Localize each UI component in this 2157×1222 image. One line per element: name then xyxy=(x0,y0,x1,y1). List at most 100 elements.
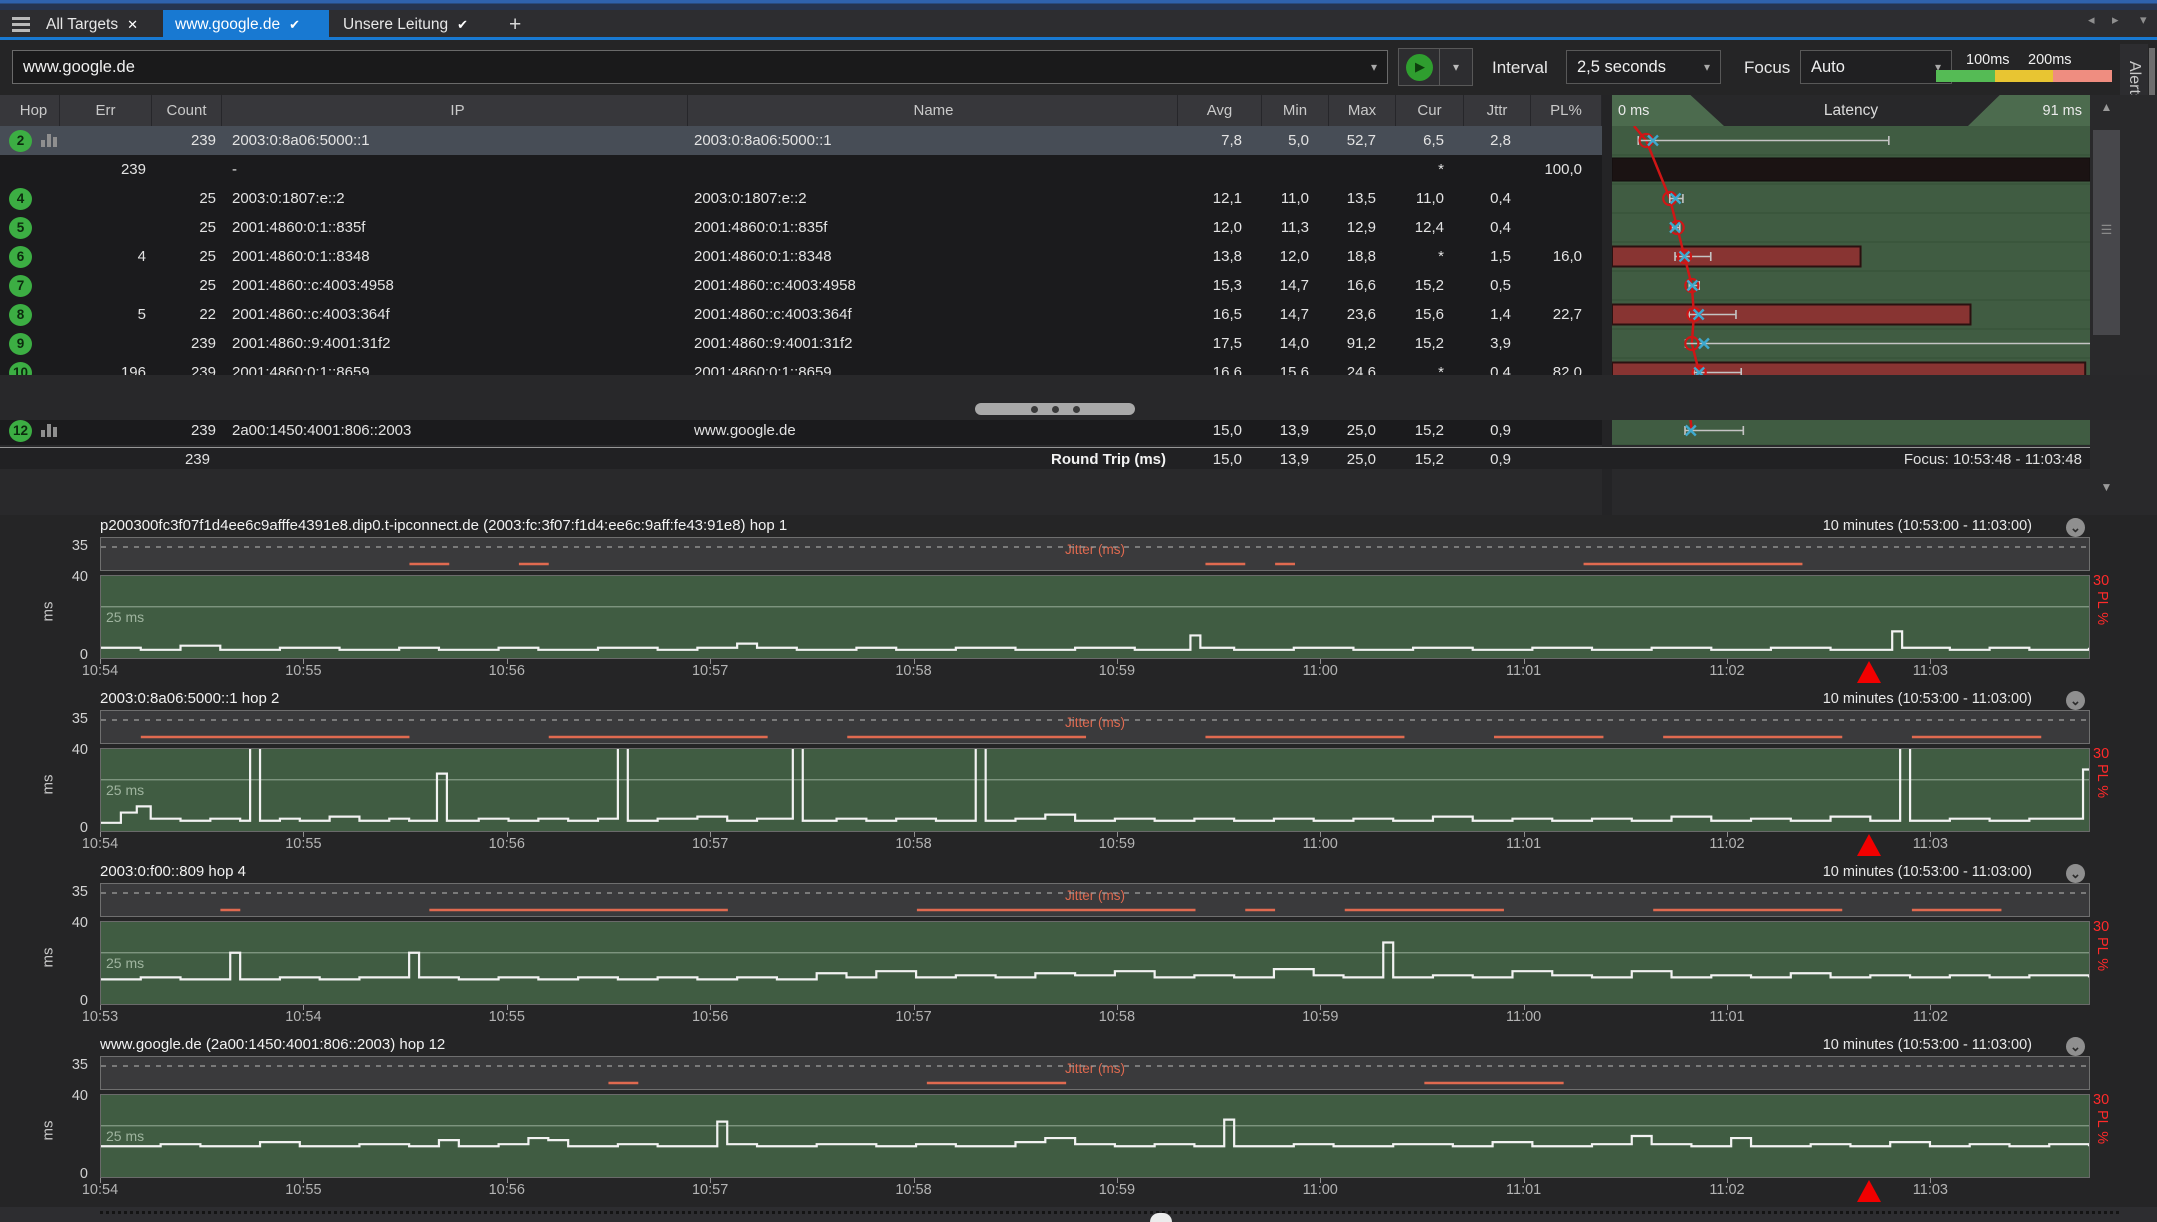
alert-triangle-icon[interactable] xyxy=(1857,1180,1881,1202)
x-tick-label: 11:01 xyxy=(1506,663,1541,679)
cell-ip: 2001:4860:0:1::8348 xyxy=(228,242,688,271)
table-row-hop-loss[interactable]: 239-*100,0 xyxy=(0,155,1602,184)
x-tick-label: 11:02 xyxy=(1913,1009,1948,1025)
column-header-name[interactable]: Name xyxy=(690,95,1178,126)
interval-select[interactable]: 2,5 seconds ▾ xyxy=(1566,50,1721,84)
column-header-ip[interactable]: IP xyxy=(228,95,688,126)
table-header: HopErrCountIPNameAvgMinMaxCurJttrPL% xyxy=(0,95,1602,126)
hop-number-badge: 6 xyxy=(9,246,32,268)
packet-loss-axis-label: PL % xyxy=(2094,591,2110,625)
tab-list-icon[interactable]: ▾ xyxy=(2140,12,2147,28)
latency-timeline-panel[interactable] xyxy=(100,575,2090,659)
cell-ip: 2001:4860:0:1::835f xyxy=(228,213,688,242)
timeline-section-4[interactable]: www.google.de (2a00:1450:4001:806::2003)… xyxy=(0,1034,2157,1207)
menu-icon[interactable] xyxy=(12,17,30,32)
jitter-panel[interactable]: Jitter (ms) xyxy=(100,883,2090,917)
collapse-chevron-icon[interactable]: ⌄ xyxy=(2066,1037,2085,1056)
scrollbar-handle[interactable]: ☰ xyxy=(2093,130,2120,335)
x-tick-label: 11:02 xyxy=(1709,1182,1744,1198)
column-header-cur[interactable]: Cur xyxy=(1396,95,1464,126)
chevron-down-icon[interactable]: ▾ xyxy=(1371,60,1377,74)
timeline-section-1[interactable]: p200300fc3f07f1d4ee6c9afffe4391e8.dip0.t… xyxy=(0,515,2157,688)
hop-number-badge: 5 xyxy=(9,217,32,239)
x-tick-label: 11:00 xyxy=(1303,1182,1338,1198)
tab-scroll-left-icon[interactable]: ◂ xyxy=(2088,12,2095,28)
column-header-err[interactable]: Err xyxy=(60,95,152,126)
table-row-hop-4[interactable]: 4252003:0:1807:e::22003:0:1807:e::212,11… xyxy=(0,184,1602,213)
table-row-hop-5[interactable]: 5252001:4860:0:1::835f2001:4860:0:1::835… xyxy=(0,213,1602,242)
alert-triangle-icon[interactable] xyxy=(1857,834,1881,856)
jitter-panel[interactable]: Jitter (ms) xyxy=(100,537,2090,571)
cell-min: 13,9 xyxy=(1262,416,1319,445)
graph-pager-handle[interactable] xyxy=(975,403,1135,415)
scroll-down-icon[interactable]: ▼ xyxy=(2090,480,2123,494)
hop-number-badge: 9 xyxy=(9,333,32,355)
timeline-section-3[interactable]: 2003:0:f00::809 hop 410 minutes (10:53:0… xyxy=(0,861,2157,1034)
collapse-chevron-icon[interactable]: ⌄ xyxy=(2066,864,2085,883)
latency-color-legend xyxy=(1936,70,2112,82)
summary-avg: 15,0 xyxy=(1178,448,1252,470)
cell-max: 25,0 xyxy=(1329,416,1386,445)
column-header-max[interactable]: Max xyxy=(1329,95,1396,126)
latency-timeline-panel[interactable] xyxy=(100,748,2090,832)
latency-timeline-panel[interactable] xyxy=(100,921,2090,1005)
ms-axis-label: ms xyxy=(40,602,57,622)
cell-name: www.google.de xyxy=(690,416,1178,445)
scroll-indicator-dot[interactable] xyxy=(1150,1213,1172,1222)
x-tick-label: 11:03 xyxy=(1913,663,1948,679)
jitter-panel[interactable]: Jitter (ms) xyxy=(100,710,2090,744)
column-header-pl[interactable]: PL% xyxy=(1531,95,1602,126)
table-row-hop-2[interactable]: 22392003:0:8a06:5000::12003:0:8a06:5000:… xyxy=(0,126,1602,155)
tab-scroll-right-icon[interactable]: ▸ xyxy=(2112,12,2119,28)
cell-name: 2001:4860::c:4003:364f xyxy=(690,300,1178,329)
cell-err: 4 xyxy=(60,242,152,271)
collapse-chevron-icon[interactable]: ⌄ xyxy=(2066,691,2085,710)
jitter-panel[interactable]: Jitter (ms) xyxy=(100,1056,2090,1090)
table-row-hop-8[interactable]: 85222001:4860::c:4003:364f2001:4860::c:4… xyxy=(0,300,1602,329)
table-row-hop-6[interactable]: 64252001:4860:0:1::83482001:4860:0:1::83… xyxy=(0,242,1602,271)
column-header-min[interactable]: Min xyxy=(1262,95,1329,126)
new-tab-button[interactable]: + xyxy=(497,10,533,40)
cell-cur: 12,4 xyxy=(1396,213,1454,242)
column-header-jttr[interactable]: Jttr xyxy=(1464,95,1531,126)
timeline-section-2[interactable]: 2003:0:8a06:5000::1 hop 210 minutes (10:… xyxy=(0,688,2157,861)
hop-number-badge: 8 xyxy=(9,304,32,326)
cell-ip: 2001:4860::9:4001:31f2 xyxy=(228,329,688,358)
tab-all-targets[interactable]: All Targets✕ xyxy=(34,10,161,40)
play-options-dropdown[interactable]: ▾ xyxy=(1439,48,1473,86)
latency-column-header[interactable]: Latency 0 ms 91 ms xyxy=(1612,95,2090,126)
column-header-hop[interactable]: Hop xyxy=(8,95,60,126)
legend-segment xyxy=(2053,70,2112,82)
focus-label: Focus xyxy=(1744,58,1790,78)
x-tick-label: 10:54 xyxy=(82,836,118,852)
tab-www-google-de[interactable]: www.google.de✔ xyxy=(163,10,329,40)
cell-min: 5,0 xyxy=(1262,126,1319,155)
collapse-chevron-icon[interactable]: ⌄ xyxy=(2066,518,2085,537)
table-row-hop-12[interactable]: 122392a00:1450:4001:806::2003www.google.… xyxy=(0,416,1602,445)
column-header-avg[interactable]: Avg xyxy=(1178,95,1262,126)
table-row-hop-9[interactable]: 92392001:4860::9:4001:31f22001:4860::9:4… xyxy=(0,329,1602,358)
target-input-value: www.google.de xyxy=(23,58,135,77)
ymin-label: 0 xyxy=(48,647,88,663)
x-tick-label: 11:01 xyxy=(1709,1009,1744,1025)
cell-jttr: 0,5 xyxy=(1464,271,1521,300)
play-button[interactable]: ▶ xyxy=(1398,48,1440,86)
cell-count: 239 xyxy=(152,126,222,155)
summary-min: 13,9 xyxy=(1262,448,1319,470)
column-header-count[interactable]: Count xyxy=(152,95,222,126)
scroll-up-icon[interactable]: ▲ xyxy=(2090,100,2123,114)
tab-unsere-leitung[interactable]: Unsere Leitung✔ xyxy=(331,10,489,40)
table-row-hop-7[interactable]: 7252001:4860::c:4003:49582001:4860::c:40… xyxy=(0,271,1602,300)
focus-select[interactable]: Auto ▾ xyxy=(1800,50,1952,84)
close-icon[interactable]: ✕ xyxy=(127,17,138,33)
timeline-range-label: 10 minutes (10:53:00 - 11:03:00) xyxy=(1823,864,2058,880)
summary-count: 239 xyxy=(152,448,216,470)
x-tick-label: 10:57 xyxy=(692,1182,728,1198)
latency-timeline-panel[interactable] xyxy=(100,1094,2090,1178)
cell-max: 52,7 xyxy=(1329,126,1386,155)
cell-err: 5 xyxy=(60,300,152,329)
scrollbar-grip-icon: ☰ xyxy=(2093,225,2120,235)
target-input[interactable]: www.google.de ▾ xyxy=(12,50,1388,84)
x-tick-label: 10:58 xyxy=(895,1182,931,1198)
alert-triangle-icon[interactable] xyxy=(1857,661,1881,683)
